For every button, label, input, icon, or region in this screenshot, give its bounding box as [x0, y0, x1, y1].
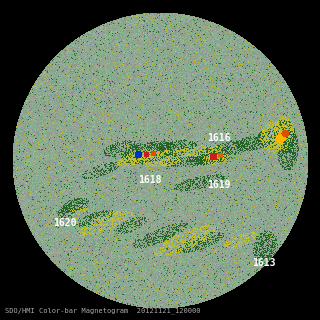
- Text: SDO/HMI Color-bar Magnetogram  20121121_120000: SDO/HMI Color-bar Magnetogram 20121121_1…: [5, 307, 201, 314]
- Text: 1616: 1616: [207, 133, 230, 143]
- Text: 1619: 1619: [207, 180, 230, 190]
- Text: 1620: 1620: [53, 218, 76, 228]
- Text: 1613: 1613: [252, 258, 276, 268]
- Text: 1618: 1618: [138, 175, 162, 185]
